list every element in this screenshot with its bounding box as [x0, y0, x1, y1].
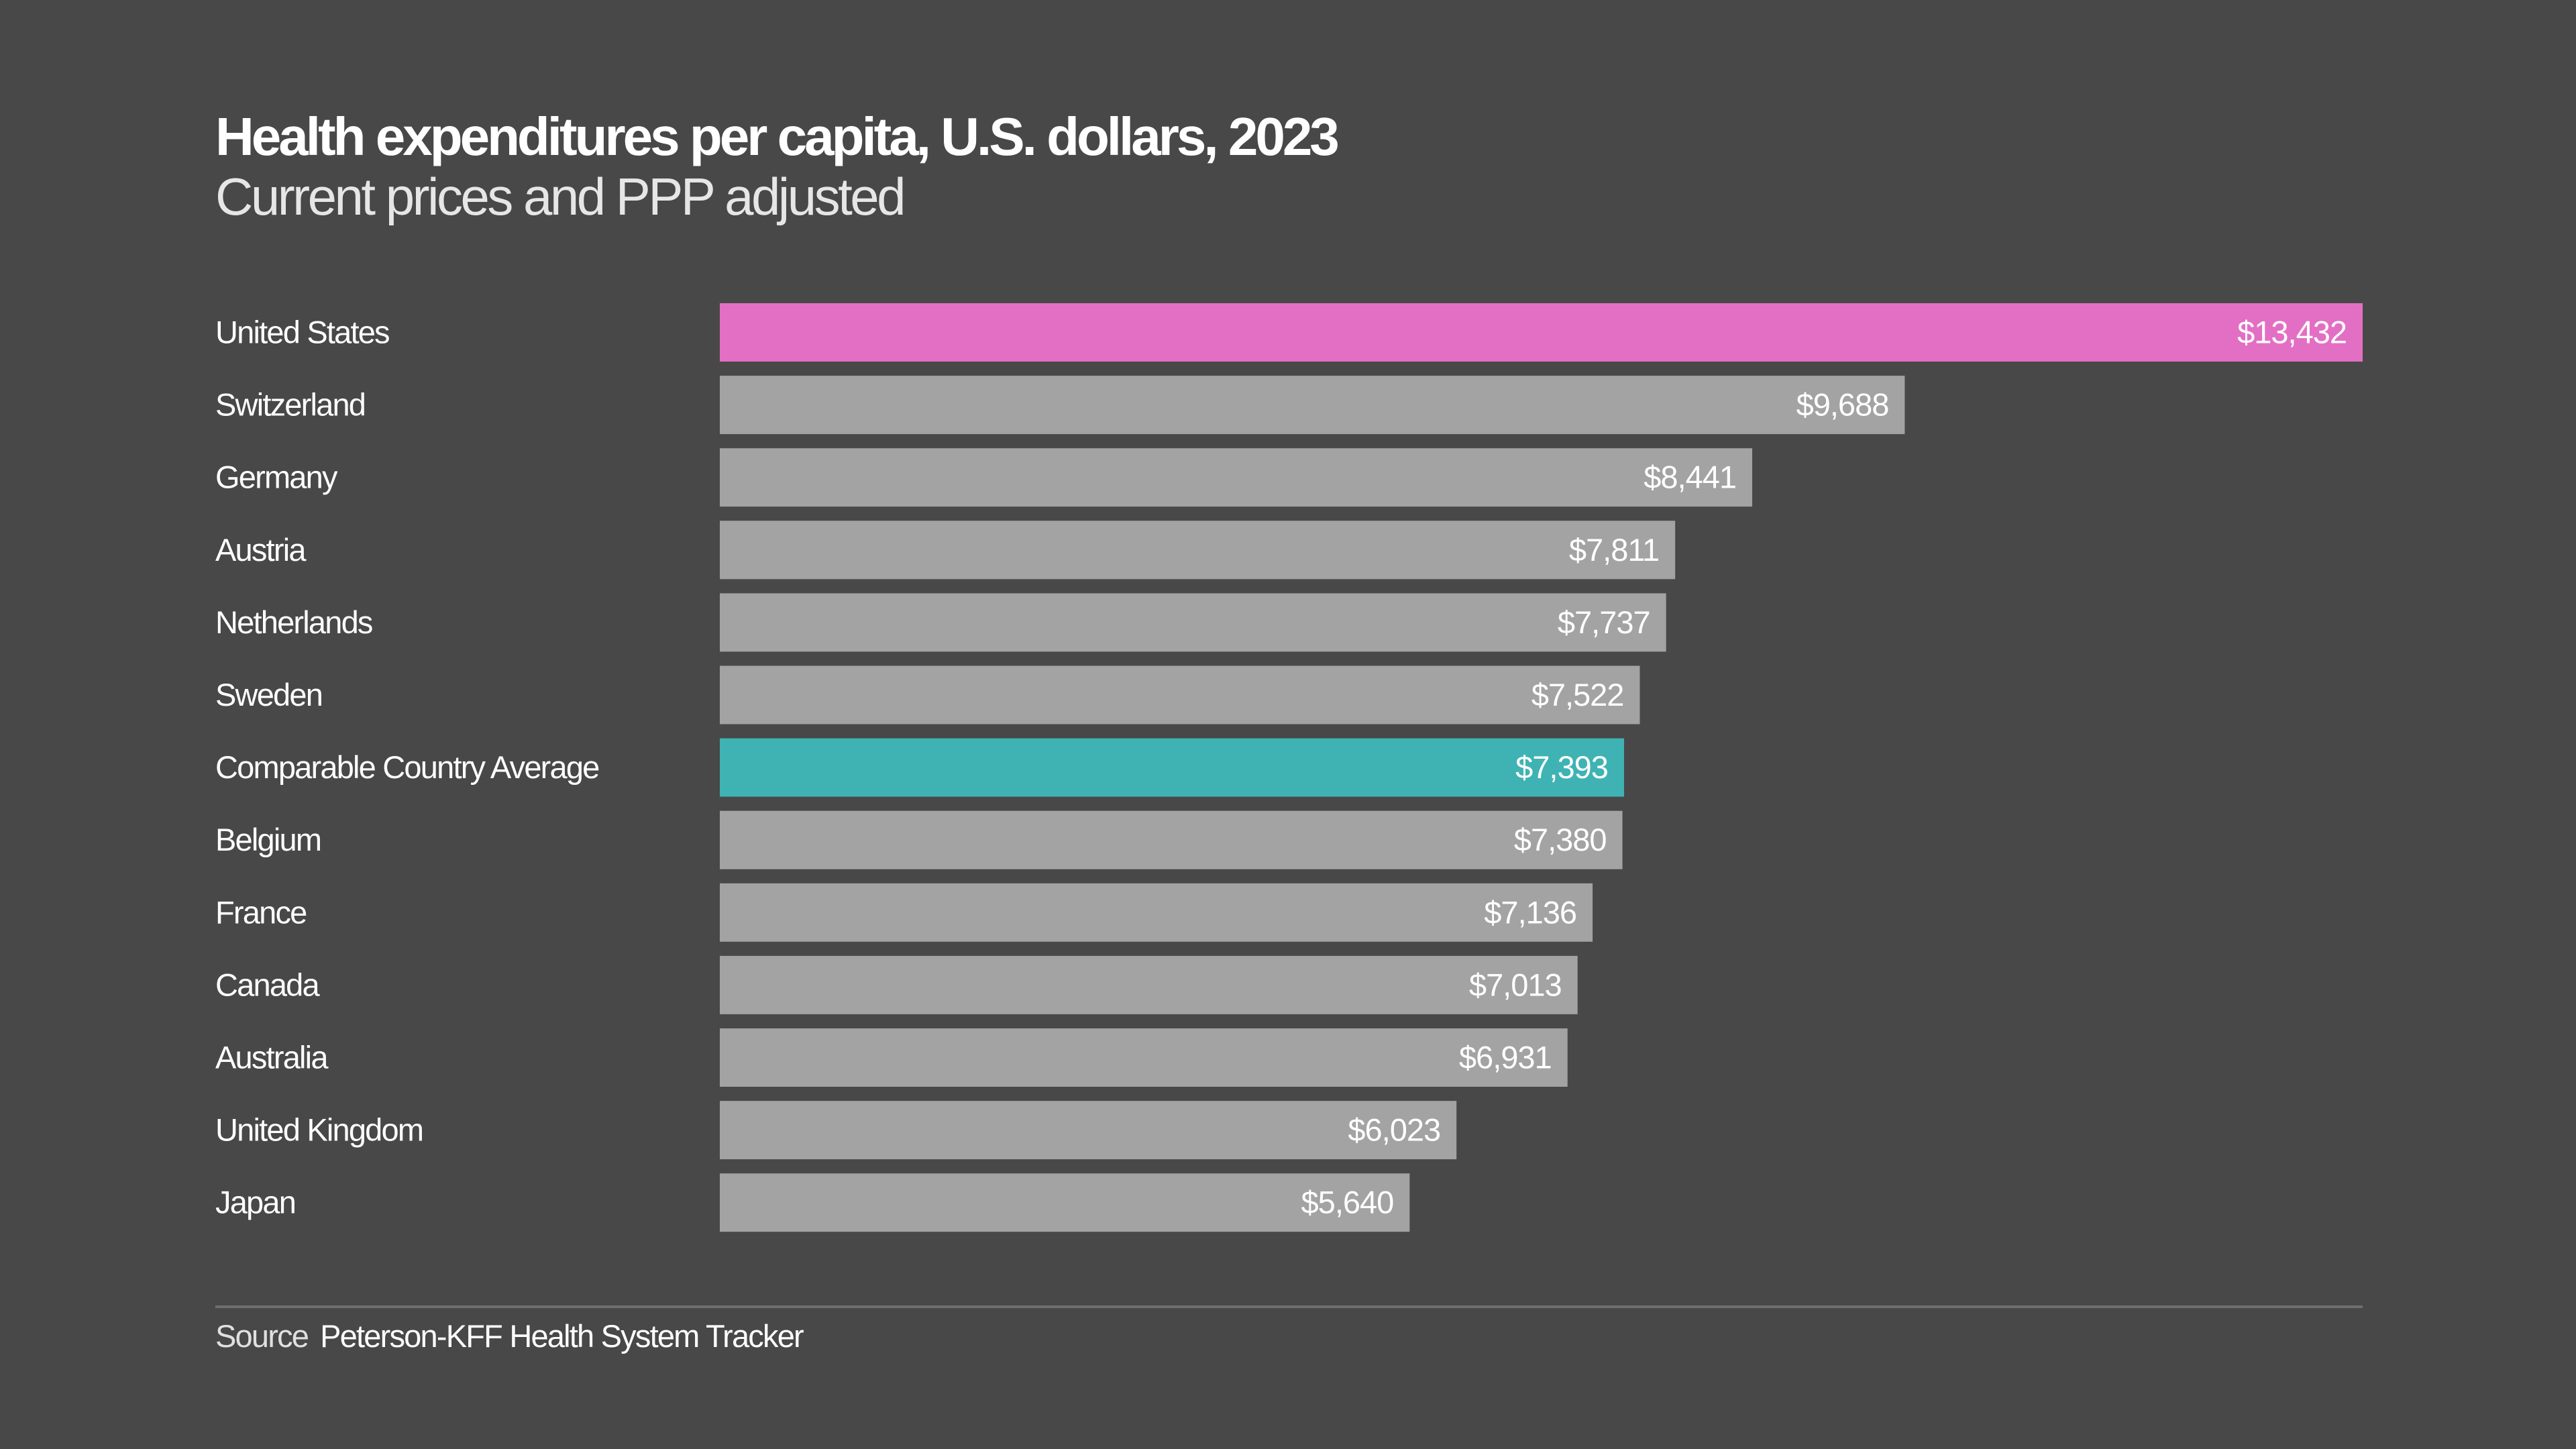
bar: [720, 303, 2363, 362]
category-label: France: [215, 894, 307, 930]
category-label: Comparable Country Average: [215, 749, 599, 785]
category-label: Germany: [215, 460, 338, 495]
category-label: Japan: [215, 1185, 295, 1220]
bar: [720, 1101, 1457, 1160]
category-label: Switzerland: [215, 387, 365, 423]
category-label: Netherlands: [215, 604, 372, 640]
data-label: $7,393: [1515, 749, 1608, 785]
data-label: $7,380: [1514, 822, 1607, 857]
category-label: Belgium: [215, 822, 321, 857]
category-label: United States: [215, 315, 389, 350]
category-label: Sweden: [215, 677, 322, 712]
chart-title: Health expenditures per capita, U.S. dol…: [215, 107, 1340, 166]
bar: [720, 1173, 1410, 1232]
chart-subtitle: Current prices and PPP adjusted: [215, 167, 906, 226]
footer-divider: [215, 1305, 2363, 1308]
bar: [720, 521, 1676, 580]
data-label: $7,737: [1558, 604, 1650, 640]
category-label: Austria: [215, 532, 307, 568]
source-note: Source Peterson-KFF Health System Tracker: [215, 1318, 804, 1354]
data-label: $7,013: [1469, 967, 1562, 1002]
category-label: Canada: [215, 967, 320, 1002]
data-label: $6,023: [1348, 1112, 1440, 1148]
source-text: Peterson-KFF Health System Tracker: [320, 1318, 804, 1354]
bar: [720, 1028, 1568, 1087]
bar: [720, 376, 1905, 435]
category-label: Australia: [215, 1040, 329, 1075]
data-label: $5,640: [1301, 1185, 1394, 1220]
data-label: $6,931: [1459, 1040, 1552, 1075]
bar: [720, 810, 1623, 869]
bar: [720, 883, 1593, 942]
bar: [720, 448, 1753, 507]
data-label: $9,688: [1796, 387, 1889, 423]
data-label: $13,432: [2237, 315, 2347, 350]
bar: [720, 593, 1666, 652]
category-label: United Kingdom: [215, 1112, 423, 1148]
data-label: $7,136: [1484, 894, 1576, 930]
bar: [720, 955, 1578, 1014]
data-label: $7,522: [1532, 677, 1624, 712]
source-label: Source: [215, 1318, 309, 1354]
data-label: $8,441: [1644, 460, 1736, 495]
bar: [720, 738, 1624, 797]
data-label: $7,811: [1569, 532, 1659, 568]
bar: [720, 665, 1640, 724]
